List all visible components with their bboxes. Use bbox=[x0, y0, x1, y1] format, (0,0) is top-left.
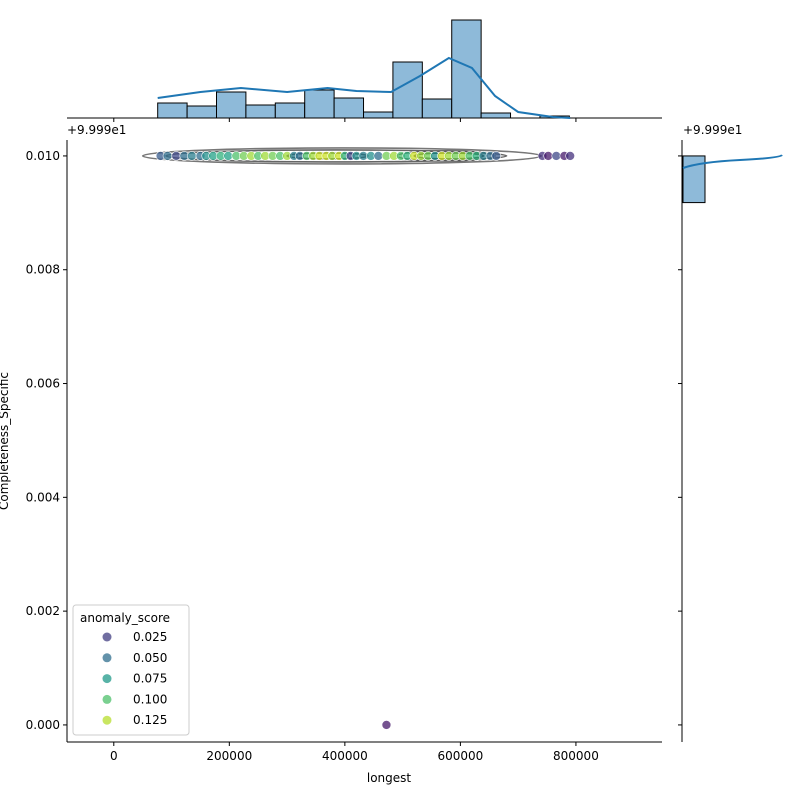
y-offset-label: +9.999e1 bbox=[67, 123, 126, 137]
x-tick-label: 400000 bbox=[322, 749, 368, 763]
histogram-bar bbox=[304, 89, 335, 119]
legend-marker bbox=[102, 653, 112, 663]
histogram-bar bbox=[157, 102, 188, 119]
y-tick-label: 0.010 bbox=[26, 149, 60, 163]
main-plot: 0 200000 400000 600000 800000 0.000 0.002 0.004… bbox=[26, 140, 662, 763]
right-kde-line bbox=[682, 154, 783, 169]
x-tick-label: 800000 bbox=[553, 749, 599, 763]
legend-marker bbox=[102, 632, 112, 642]
histogram-bar bbox=[216, 91, 247, 119]
right-marginal bbox=[678, 140, 783, 742]
x-tick-label: 600000 bbox=[437, 749, 483, 763]
scatter-point bbox=[565, 151, 575, 161]
histogram-bar bbox=[451, 19, 482, 119]
legend-title: anomaly_score bbox=[80, 611, 170, 625]
kde-line bbox=[157, 56, 571, 119]
y-tick-label: 0.006 bbox=[26, 377, 60, 391]
x-tick-label: 200000 bbox=[206, 749, 252, 763]
legend-marker bbox=[102, 715, 112, 725]
legend: anomaly_score 0.025 0.050 0.075 0.100 0.125 bbox=[72, 604, 190, 736]
scatter-point bbox=[186, 151, 197, 161]
y-tick-label: 0.002 bbox=[26, 604, 60, 618]
histogram-bar bbox=[421, 98, 453, 119]
scatter-point bbox=[162, 151, 173, 161]
x-axis-label: longest bbox=[367, 771, 412, 785]
legend-label: 0.075 bbox=[133, 672, 167, 686]
scatter-point bbox=[223, 151, 233, 161]
histogram-bar bbox=[186, 105, 218, 119]
scatter-point-outlier bbox=[381, 720, 392, 730]
scatter-point bbox=[373, 151, 384, 161]
histogram-bar bbox=[274, 102, 306, 119]
legend-label: 0.100 bbox=[133, 692, 167, 706]
y-tick-label: 0.000 bbox=[26, 718, 60, 732]
right-histogram-bar bbox=[682, 155, 706, 204]
y-tick-label: 0.008 bbox=[26, 263, 60, 277]
y-tick-label: 0.004 bbox=[26, 490, 60, 504]
histogram-bar bbox=[480, 112, 512, 119]
scatter-point bbox=[543, 151, 553, 161]
scatter-point bbox=[171, 151, 181, 161]
legend-label: 0.025 bbox=[133, 630, 167, 644]
histogram-bar bbox=[392, 61, 423, 119]
scatter-point bbox=[551, 151, 562, 161]
top-marginal bbox=[67, 19, 662, 122]
scatter-point bbox=[491, 151, 502, 161]
legend-marker bbox=[102, 694, 112, 704]
right-offset-label: +9.999e1 bbox=[683, 123, 742, 137]
legend-frame bbox=[72, 604, 190, 736]
histogram-bar bbox=[245, 104, 276, 119]
legend-label: 0.125 bbox=[133, 713, 167, 727]
x-tick-label: 0 bbox=[110, 749, 118, 763]
y-axis-label: Completeness_Specific bbox=[0, 372, 11, 510]
legend-label: 0.050 bbox=[133, 651, 167, 665]
histogram-bar bbox=[363, 111, 394, 119]
legend-marker bbox=[102, 674, 112, 684]
histogram-bar bbox=[333, 97, 365, 119]
